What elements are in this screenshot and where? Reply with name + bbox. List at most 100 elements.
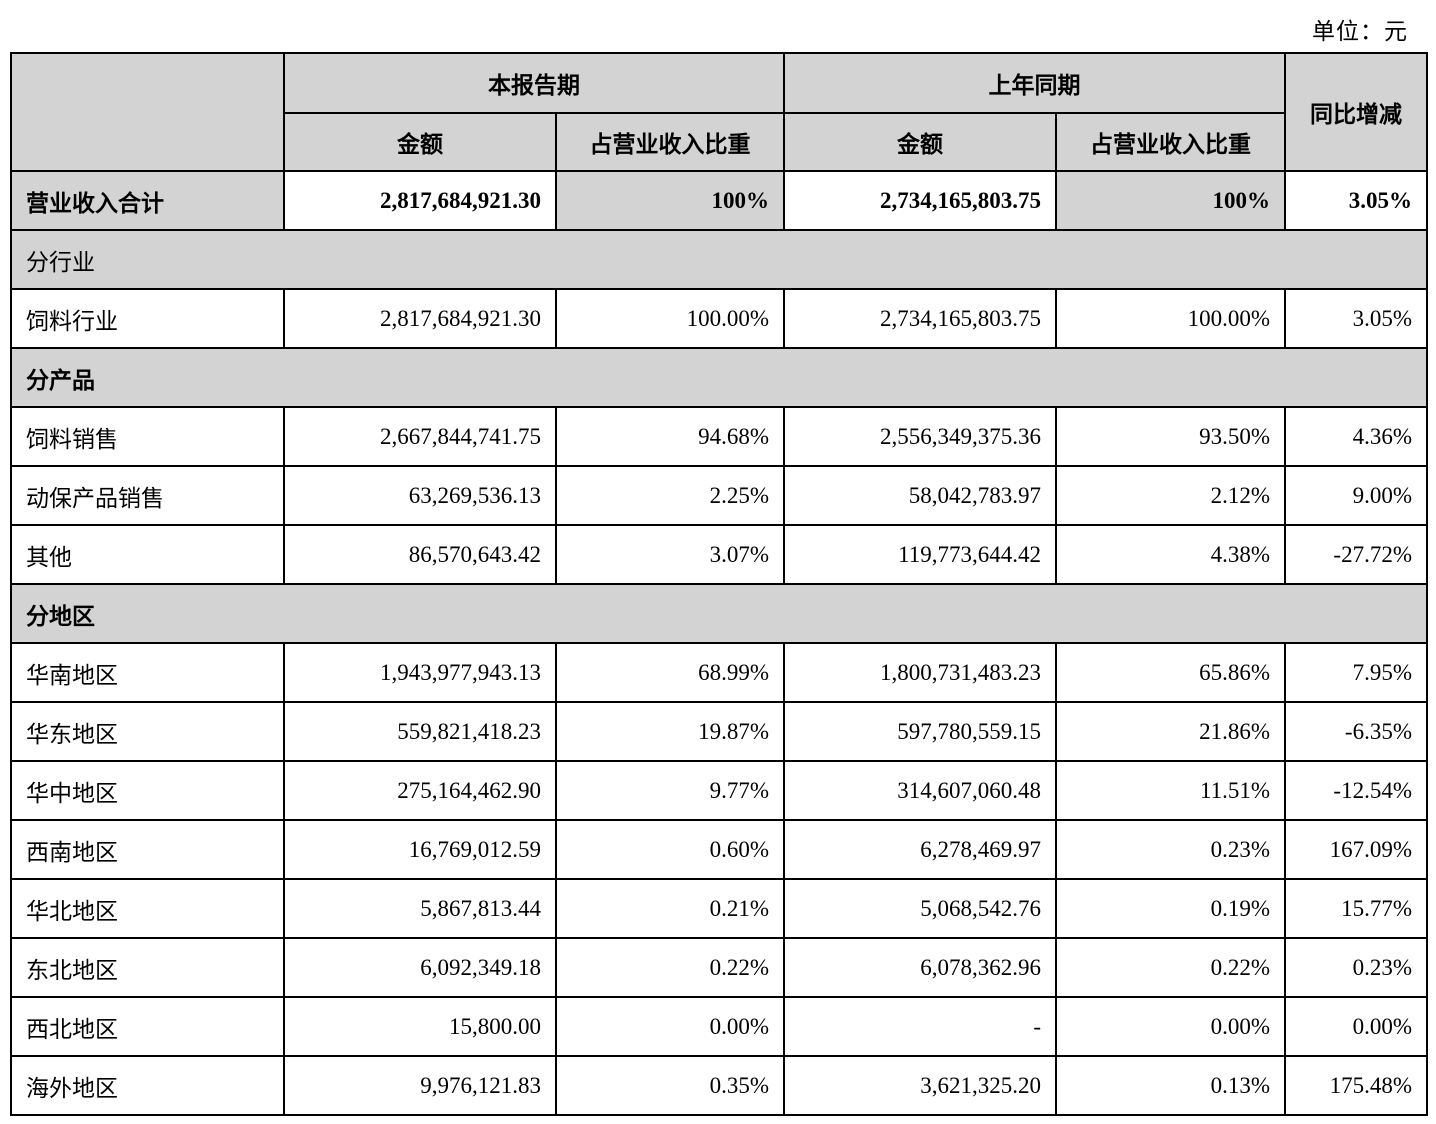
prior-share-cell: 21.86% xyxy=(1055,701,1286,762)
current-share-cell: 0.21% xyxy=(555,878,785,939)
current-share-cell: 19.87% xyxy=(555,701,785,762)
section-header-label: 分地区 xyxy=(10,583,1428,644)
table-body: 营业收入合计 2,817,684,921.30 100% 2,734,165,803.… xyxy=(10,170,1428,1116)
row-label: 东北地区 xyxy=(10,937,285,998)
section-header-row: 分行业 xyxy=(10,229,1428,290)
prior-amount-cell: 314,607,060.48 xyxy=(783,760,1057,821)
yoy-change-cell: 9.00% xyxy=(1284,465,1428,526)
prior-share-cell: 93.50% xyxy=(1055,406,1286,467)
table-row: 饲料销售 2,667,844,741.75 94.68% 2,556,349,375.… xyxy=(10,406,1428,467)
row-label: 西南地区 xyxy=(10,819,285,880)
prior-amount-cell: 3,621,325.20 xyxy=(783,1055,1057,1116)
prior-amount-cell: 6,278,469.97 xyxy=(783,819,1057,880)
prior-amount-cell: 119,773,644.42 xyxy=(783,524,1057,585)
table-row: 西北地区 15,800.00 0.00% -0.00% 0.00% xyxy=(10,996,1428,1057)
table-row: 饲料行业 2,817,684,921.30 100.00% 2,734,165,803… xyxy=(10,288,1428,349)
yoy-change-cell: 167.09% xyxy=(1284,819,1428,880)
current-amount-cell: 2,667,844,741.75 xyxy=(283,406,557,467)
current-amount-cell: 2,817,684,921.30 xyxy=(283,288,557,349)
table-row: 其他 86,570,643.42 3.07% 119,773,644.42 4.38% -… xyxy=(10,524,1428,585)
prior-share-header: 占营业收入比重 xyxy=(1055,112,1286,172)
section-header-label: 分产品 xyxy=(10,347,1428,408)
prior-amount-cell: 58,042,783.97 xyxy=(783,465,1057,526)
prior-amount-cell: 2,734,165,803.75 xyxy=(783,288,1057,349)
current-amount-cell: 6,092,349.18 xyxy=(283,937,557,998)
current-share-cell: 0.35% xyxy=(555,1055,785,1116)
prior-share-cell: 2.12% xyxy=(1055,465,1286,526)
current-amount-header: 金额 xyxy=(283,112,557,172)
current-amount-cell: 15,800.00 xyxy=(283,996,557,1057)
row-label: 华北地区 xyxy=(10,878,285,939)
section-header-row: 分地区 xyxy=(10,583,1428,644)
yoy-change-cell: 0.23% xyxy=(1284,937,1428,998)
prior-amount-cell: 2,556,349,375.36 xyxy=(783,406,1057,467)
row-label: 其他 xyxy=(10,524,285,585)
table-row: 海外地区 9,976,121.83 0.35% 3,621,325.20 0.13% 17… xyxy=(10,1055,1428,1116)
yoy-change-cell: 15.77% xyxy=(1284,878,1428,939)
row-label: 西北地区 xyxy=(10,996,285,1057)
prior-share-cell: 0.19% xyxy=(1055,878,1286,939)
section-header-label: 分行业 xyxy=(10,229,1428,290)
prior-amount-cell: 1,800,731,483.23 xyxy=(783,642,1057,703)
current-amount-cell: 9,976,121.83 xyxy=(283,1055,557,1116)
row-label: 饲料行业 xyxy=(10,288,285,349)
prior-amount-cell: 2,734,165,803.75 xyxy=(783,170,1057,231)
row-label: 饲料销售 xyxy=(10,406,285,467)
prior-amount-cell: - xyxy=(783,996,1057,1057)
yoy-change-cell: 7.95% xyxy=(1284,642,1428,703)
yoy-change-header: 同比增减 xyxy=(1284,52,1428,172)
current-share-cell: 94.68% xyxy=(555,406,785,467)
table-row: 东北地区 6,092,349.18 0.22% 6,078,362.96 0.22% 0.… xyxy=(10,937,1428,998)
current-share-cell: 0.22% xyxy=(555,937,785,998)
row-label: 华东地区 xyxy=(10,701,285,762)
current-share-cell: 3.07% xyxy=(555,524,785,585)
table-row: 华中地区 275,164,462.90 9.77% 314,607,060.48 11.… xyxy=(10,760,1428,821)
table-row: 华南地区 1,943,977,943.13 68.99% 1,800,731,483.… xyxy=(10,642,1428,703)
yoy-change-cell: -27.72% xyxy=(1284,524,1428,585)
current-amount-cell: 559,821,418.23 xyxy=(283,701,557,762)
header-row-periods: 本报告期 上年同期 同比增减 xyxy=(10,52,1428,172)
current-amount-cell: 16,769,012.59 xyxy=(283,819,557,880)
yoy-change-cell: -6.35% xyxy=(1284,701,1428,762)
row-label: 华中地区 xyxy=(10,760,285,821)
unit-label: 单位：元 xyxy=(1312,19,1408,44)
total-row: 营业收入合计 2,817,684,921.30 100% 2,734,165,803.… xyxy=(10,170,1428,231)
current-share-cell: 68.99% xyxy=(555,642,785,703)
prior-share-cell: 0.13% xyxy=(1055,1055,1286,1116)
prior-share-cell: 4.38% xyxy=(1055,524,1286,585)
section-header-row: 分产品 xyxy=(10,347,1428,408)
prior-share-cell: 65.86% xyxy=(1055,642,1286,703)
prior-period-header: 上年同期 xyxy=(783,52,1286,114)
current-amount-cell: 2,817,684,921.30 xyxy=(283,170,557,231)
current-amount-cell: 63,269,536.13 xyxy=(283,465,557,526)
yoy-change-cell: 175.48% xyxy=(1284,1055,1428,1116)
current-amount-cell: 86,570,643.42 xyxy=(283,524,557,585)
current-share-cell: 2.25% xyxy=(555,465,785,526)
table-row: 西南地区 16,769,012.59 0.60% 6,278,469.97 0.23% 1… xyxy=(10,819,1428,880)
corner-cell xyxy=(10,52,285,172)
yoy-change-cell: 3.05% xyxy=(1284,288,1428,349)
yoy-change-cell: 4.36% xyxy=(1284,406,1428,467)
prior-share-cell: 0.23% xyxy=(1055,819,1286,880)
current-share-cell: 0.00% xyxy=(555,996,785,1057)
prior-amount-cell: 6,078,362.96 xyxy=(783,937,1057,998)
table-row: 动保产品销售 63,269,536.13 2.25% 58,042,783.97 2.1… xyxy=(10,465,1428,526)
prior-share-cell: 0.22% xyxy=(1055,937,1286,998)
yoy-change-cell: 0.00% xyxy=(1284,996,1428,1057)
yoy-change-cell: -12.54% xyxy=(1284,760,1428,821)
current-amount-cell: 5,867,813.44 xyxy=(283,878,557,939)
yoy-change-cell: 3.05% xyxy=(1284,170,1428,231)
prior-amount-cell: 5,068,542.76 xyxy=(783,878,1057,939)
prior-amount-cell: 597,780,559.15 xyxy=(783,701,1057,762)
header-row-metrics: 金额 占营业收入比重 金额 占营业收入比重 xyxy=(11,112,1427,172)
current-share-cell: 9.77% xyxy=(555,760,785,821)
prior-share-cell: 100.00% xyxy=(1055,288,1286,349)
row-label: 营业收入合计 xyxy=(10,170,285,231)
prior-amount-header: 金额 xyxy=(783,112,1057,172)
prior-share-cell: 11.51% xyxy=(1055,760,1286,821)
current-share-cell: 100% xyxy=(555,170,785,231)
current-amount-cell: 275,164,462.90 xyxy=(283,760,557,821)
row-label: 华南地区 xyxy=(10,642,285,703)
table-row: 华北地区 5,867,813.44 0.21% 5,068,542.76 0.19% 15… xyxy=(10,878,1428,939)
